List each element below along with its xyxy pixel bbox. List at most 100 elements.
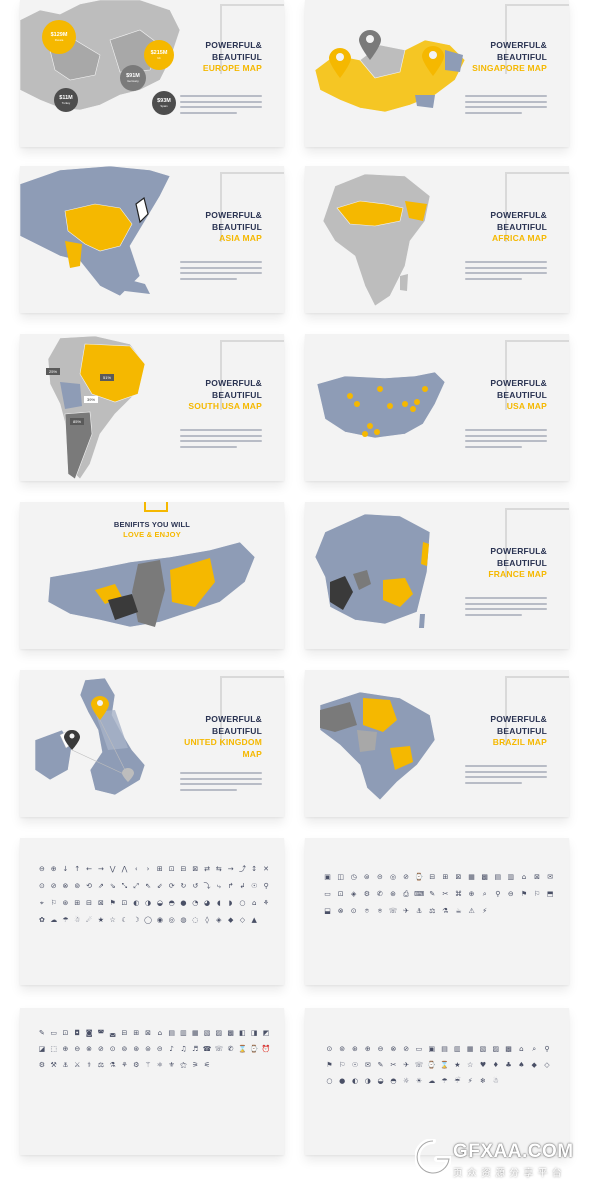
glyph-icon: ☆ <box>109 916 116 924</box>
glyph-icon: ◨ <box>250 1029 258 1037</box>
glyph-icon: ◚ <box>97 1029 105 1037</box>
body-text-placeholder <box>180 261 262 283</box>
slide-title: POWERFUL& BEAUTIFUL FRANCE MAP <box>488 546 547 579</box>
glyph-icon: ▦ <box>468 873 475 881</box>
glyph-icon: ✆ <box>227 1045 234 1053</box>
glyph-icon: ⚓ <box>62 1061 69 1069</box>
glyph-icon: ⊚ <box>121 1045 128 1053</box>
glyph-icon: ☏ <box>388 907 398 915</box>
slide-uk-map: POWERFUL& BEAUTIFUL UNITED KINGDOM MAP <box>20 670 284 817</box>
glyph-icon: ⤷ <box>216 882 221 890</box>
glyph-icon: ☏ <box>414 1061 424 1069</box>
glyph-icon: ◆ <box>227 916 234 924</box>
glyph-icon: ▲ <box>251 916 257 924</box>
glyph-icon: ⇗ <box>97 882 104 890</box>
glyph-icon: ◗ <box>228 899 233 907</box>
slide-africa-map: POWERFUL& BEAUTIFUL AFRICA MAP <box>305 166 569 313</box>
glyph-icon: ✉ <box>364 1061 371 1069</box>
glyph-icon: ⊚ <box>74 882 81 890</box>
glyph-icon: ▥ <box>180 1029 187 1037</box>
tag-39: 39% <box>84 396 99 403</box>
glyph-icon: ▦ <box>191 1029 199 1037</box>
glyph-icon: ▧ <box>203 1029 211 1037</box>
glyph-icon: ⊘ <box>403 1045 410 1053</box>
glyph-icon: ⊝ <box>376 873 383 881</box>
glyph-icon: ⊞ <box>442 873 449 881</box>
glyph-icon: ⚕ <box>87 1061 91 1069</box>
glyph-icon: ⊛ <box>390 890 396 898</box>
glyph-icon: ⚑ <box>520 890 528 898</box>
glyph-icon: ◓ <box>168 899 175 907</box>
glyph-icon: ↻ <box>180 882 187 890</box>
glyph-icon: ⚗ <box>442 907 449 915</box>
glyph-icon: ⊕ <box>364 1045 371 1053</box>
glyph-icon: ⚗ <box>109 1061 116 1069</box>
glyph-icon: ◌ <box>192 916 199 924</box>
glyph-icon: ◩ <box>262 1029 270 1037</box>
glyph-icon: ⌕ <box>482 890 487 898</box>
glyph-icon: ✈ <box>403 1061 410 1069</box>
glyph-icon: ◇ <box>239 916 246 924</box>
body-text-placeholder <box>180 95 262 117</box>
glyph-icon: ◒ <box>156 899 163 907</box>
glyph-icon: ⊖ <box>74 1045 81 1053</box>
glyph-icon: ☂ <box>441 1077 448 1085</box>
icon-grid: ⊖ ⊕ ↓ ↑ ← → ⋁ ⋀ ‹ › ⊞ ⊡ ⊟ ⊠ ⇄ ⇆ → ⤴ ↕ ✕ ⊙ ⊘ ⊗ ⊚ ⟲ ⇗ ⇘ ⤡ ⤢ ⇖ ⇙ ⟳ ↻ ↺ ⤵ ⤷ ↱ ↲ ☉ ⚲… <box>36 866 272 924</box>
watermark-logo-icon <box>415 1139 451 1176</box>
glyph-icon: ✉ <box>547 873 554 881</box>
body-text-placeholder <box>465 429 547 451</box>
slide-europe-map: $129M Russia $215M Uk $91M Germany $11M Turk… <box>20 0 284 147</box>
glyph-icon: ⍟ <box>377 907 383 915</box>
glyph-icon: ⚡ <box>482 907 488 915</box>
glyph-icon: ⊜ <box>363 873 370 881</box>
body-text-placeholder <box>180 429 262 451</box>
glyph-icon: ▥ <box>507 873 515 881</box>
tag-51: 51% <box>100 374 115 381</box>
glyph-icon: ● <box>339 1077 346 1085</box>
glyph-icon: ▩ <box>505 1045 512 1053</box>
glyph-icon: ⊝ <box>156 1045 163 1053</box>
glyph-icon: ▤ <box>441 1045 448 1053</box>
body-text-placeholder <box>465 95 547 117</box>
slide-frame <box>505 340 569 410</box>
slide-frame <box>220 4 284 74</box>
glyph-icon: ☆ <box>467 1061 474 1069</box>
glyph-icon: ⊛ <box>352 1045 358 1053</box>
glyph-icon: ↲ <box>239 882 246 890</box>
glyph-icon: ⚐ <box>533 890 541 898</box>
slide-frame <box>505 676 569 746</box>
glyph-icon: ⚑ <box>109 899 116 907</box>
glyph-icon: ⚐ <box>50 899 57 907</box>
glyph-icon: ⇆ <box>215 865 222 873</box>
benefit-title: BENIFITS YOU WILL LOVE & ENJOY <box>113 520 191 539</box>
glyph-icon: ☁ <box>428 1077 436 1085</box>
watermark: GFXAA.COM 页 众 资 源 分 享 平 台 <box>413 1135 583 1185</box>
glyph-icon: ⚖ <box>429 907 436 915</box>
slide-frame <box>220 676 284 746</box>
glyph-icon: ◐ <box>351 1077 359 1085</box>
glyph-icon: ⊞ <box>74 899 81 907</box>
slide-title: POWERFUL& BEAUTIFUL ASIA MAP <box>205 210 262 243</box>
slide-title: POWERFUL& BEAUTIFUL EUROPE MAP <box>202 40 262 73</box>
slide-title: POWERFUL& BEAUTIFUL SINGAPORE MAP <box>472 40 547 73</box>
glyph-icon: ◈ <box>216 916 222 924</box>
glyph-icon: ⋁ <box>109 865 116 873</box>
glyph-icon: ● <box>180 899 187 907</box>
glyph-icon: ⊡ <box>62 1029 69 1037</box>
glyph-icon: ⌛ <box>440 1061 449 1069</box>
slide-frame <box>505 172 569 242</box>
glyph-icon: ⚟ <box>203 1061 211 1069</box>
glyph-icon: ◧ <box>239 1029 246 1037</box>
glyph-icon: ⏰ <box>261 1045 271 1053</box>
africa-map-graphic <box>322 173 431 307</box>
glyph-icon: → <box>97 865 104 873</box>
glyph-icon: ⇙ <box>156 882 163 890</box>
glyph-icon: ⟲ <box>86 882 93 890</box>
glyph-icon: ⇄ <box>204 865 210 873</box>
glyph-icon: ☼ <box>403 1077 410 1085</box>
glyph-icon: ⊖ <box>377 1045 384 1053</box>
glyph-icon: ⊛ <box>62 899 69 907</box>
usa-pins <box>347 386 428 437</box>
russia-map-graphic <box>47 541 256 628</box>
glyph-icon: ☔ <box>454 1077 461 1085</box>
